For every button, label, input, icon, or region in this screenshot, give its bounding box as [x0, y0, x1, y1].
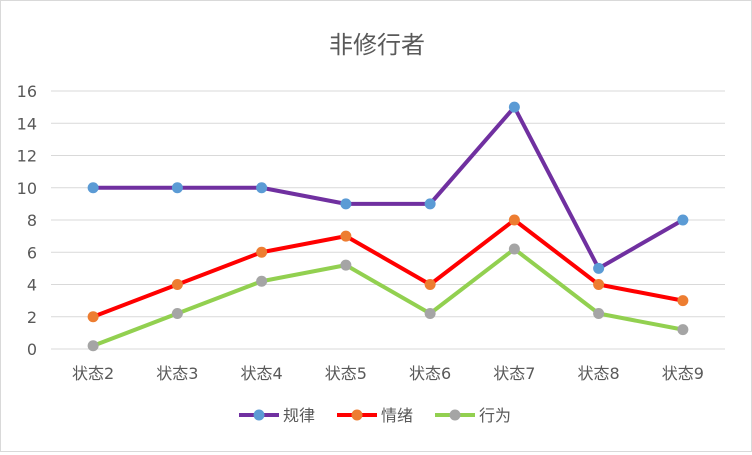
data-point: [424, 279, 436, 290]
y-tick-label: 16: [17, 82, 37, 101]
legend-label: 规律: [283, 406, 315, 425]
data-point: [87, 340, 99, 352]
data-point: [256, 275, 268, 287]
series-markers: [87, 101, 689, 352]
x-tick-label: 状态8: [578, 364, 620, 383]
legend-label: 情绪: [381, 406, 413, 425]
legend-marker-swatch: [449, 409, 461, 421]
data-point: [87, 182, 99, 194]
series-lines: [91, 105, 685, 348]
data-point: [340, 259, 352, 271]
data-point: [256, 182, 268, 194]
series-line-0: [91, 105, 685, 271]
data-point: [256, 246, 268, 258]
legend-marker-swatch: [253, 409, 265, 421]
data-point: [508, 101, 520, 113]
y-tick-label: 12: [17, 147, 37, 166]
y-tick-label: 6: [27, 243, 37, 262]
y-tick-label: 14: [17, 114, 37, 133]
legend-label: 行为: [479, 406, 511, 425]
x-tick-label: 状态7: [493, 364, 535, 383]
x-axis-ticks: 状态2 状态3 状态4 状态5 状态6 状态7 状态8 状态9: [72, 364, 704, 383]
x-tick-label: 状态5: [325, 364, 367, 383]
y-tick-label: 2: [27, 308, 37, 327]
y-axis-ticks: 0 2 4 6 8 10 12 14 16: [17, 82, 37, 359]
data-point: [593, 279, 605, 290]
x-tick-label: 状态2: [72, 364, 114, 383]
y-tick-label: 10: [17, 179, 37, 198]
y-tick-label: 0: [27, 340, 37, 359]
data-point: [424, 308, 436, 320]
data-point: [171, 279, 183, 290]
data-point: [677, 324, 689, 336]
data-point: [508, 243, 520, 255]
data-point: [171, 308, 183, 320]
data-point: [593, 262, 605, 274]
data-point: [593, 308, 605, 320]
data-point: [424, 198, 436, 210]
x-tick-label: 状态9: [662, 364, 704, 383]
data-point: [508, 214, 520, 226]
data-point: [340, 198, 352, 210]
series-line-1: [91, 218, 685, 319]
legend: 规律 情绪 行为: [239, 406, 511, 425]
chart-title: 非修行者: [329, 31, 425, 59]
data-point: [677, 295, 689, 307]
x-tick-label: 状态3: [156, 364, 198, 383]
legend-marker-swatch: [351, 409, 363, 421]
data-point: [171, 182, 183, 194]
series-line-2: [91, 247, 685, 348]
data-point: [340, 230, 352, 242]
x-tick-label: 状态4: [241, 364, 283, 383]
y-tick-label: 4: [27, 276, 37, 295]
gridlines: [51, 90, 725, 350]
data-point: [677, 214, 689, 226]
data-point: [87, 311, 99, 323]
x-tick-label: 状态6: [409, 364, 451, 383]
y-tick-label: 8: [27, 211, 37, 230]
